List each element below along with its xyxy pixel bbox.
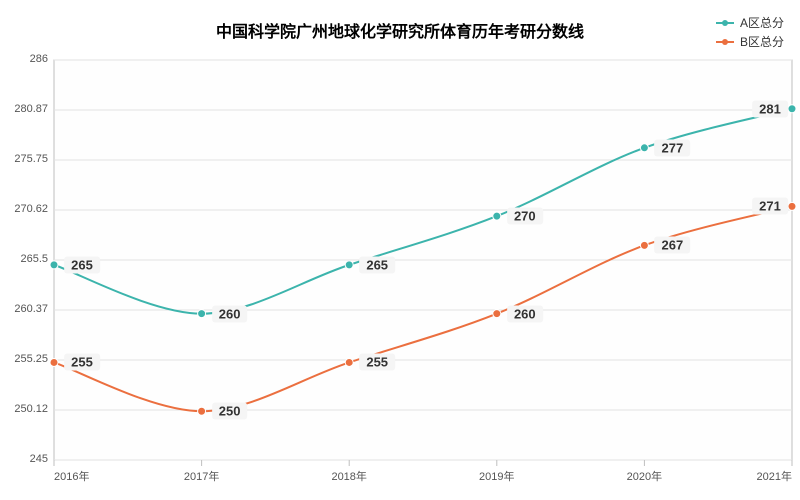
data-point-label: 271 bbox=[752, 198, 788, 215]
data-point-label: 267 bbox=[655, 237, 691, 254]
y-tick-label: 255.25 bbox=[14, 353, 48, 365]
y-tick-label: 286 bbox=[30, 53, 48, 65]
data-point-label: 250 bbox=[212, 403, 248, 420]
x-tick-label: 2020年 bbox=[627, 468, 662, 484]
y-tick-label: 250.12 bbox=[14, 403, 48, 415]
data-point-label: 277 bbox=[655, 139, 691, 156]
y-tick-label: 245 bbox=[30, 453, 48, 465]
data-point-label: 260 bbox=[507, 305, 543, 322]
data-point-label: 255 bbox=[359, 354, 395, 371]
data-point-label: 260 bbox=[212, 305, 248, 322]
data-point-label: 281 bbox=[752, 100, 788, 117]
data-point-label: 255 bbox=[64, 354, 100, 371]
data-point-label: 270 bbox=[507, 208, 543, 225]
x-tick-label: 2021年 bbox=[757, 468, 792, 484]
y-tick-label: 265.5 bbox=[20, 253, 48, 265]
y-tick-label: 260.37 bbox=[14, 303, 48, 315]
y-tick-label: 270.62 bbox=[14, 203, 48, 215]
x-tick-label: 2019年 bbox=[479, 468, 514, 484]
x-tick-label: 2017年 bbox=[184, 468, 219, 484]
data-point-label: 265 bbox=[359, 256, 395, 273]
chart-container: 中国科学院广州地球化学研究所体育历年考研分数线 A区总分 B区总分 245250… bbox=[0, 0, 800, 500]
y-tick-label: 275.75 bbox=[14, 153, 48, 165]
x-tick-label: 2018年 bbox=[331, 468, 366, 484]
y-tick-label: 280.87 bbox=[14, 103, 48, 115]
x-tick-label: 2016年 bbox=[54, 468, 89, 484]
data-point-label: 265 bbox=[64, 256, 100, 273]
